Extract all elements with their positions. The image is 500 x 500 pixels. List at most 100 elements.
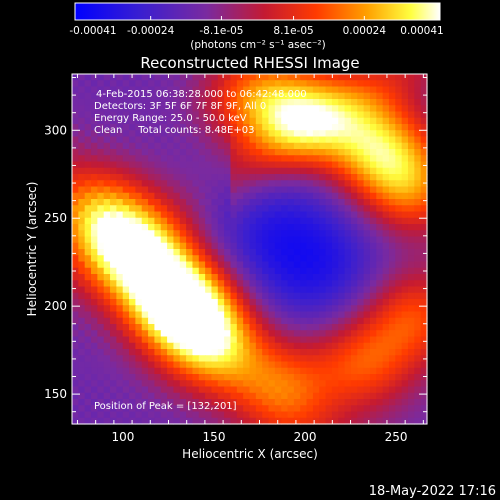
heatmap-cell xyxy=(78,349,86,356)
colorbar-tick-label: 0.00024 xyxy=(343,25,387,37)
heatmap-cell xyxy=(173,355,181,363)
heatmap-cell xyxy=(281,211,289,219)
heatmap-cell xyxy=(154,86,162,94)
heatmap-cell xyxy=(319,286,327,294)
heatmap-cell xyxy=(141,311,149,319)
heatmap-cell xyxy=(281,267,289,275)
heatmap-cell xyxy=(230,180,238,188)
heatmap-cell xyxy=(148,292,156,300)
heatmap-cell xyxy=(243,349,251,356)
heatmap-cell xyxy=(281,180,289,188)
heatmap-cell xyxy=(287,74,295,81)
heatmap-cell xyxy=(262,311,270,319)
heatmap-cell xyxy=(319,367,327,375)
heatmap-cell xyxy=(388,136,396,144)
heatmap-cell xyxy=(186,242,194,250)
heatmap-cell xyxy=(154,174,162,181)
heatmap-cell xyxy=(350,224,358,231)
heatmap-cell xyxy=(395,242,403,250)
heatmap-cell xyxy=(205,99,213,106)
heatmap-cell xyxy=(388,86,396,94)
heatmap-cell xyxy=(293,342,301,350)
heatmap-cell xyxy=(167,411,175,419)
heatmap-cell xyxy=(84,186,92,194)
heatmap-cell xyxy=(407,417,415,425)
heatmap-cell xyxy=(78,411,86,419)
heatmap-cell xyxy=(325,261,333,269)
heatmap-cell xyxy=(110,249,117,256)
heatmap-cell xyxy=(91,80,98,88)
heatmap-cell xyxy=(331,155,339,163)
heatmap-cell xyxy=(103,167,111,175)
heatmap-cell xyxy=(236,399,244,406)
heatmap-cell xyxy=(230,105,238,113)
heatmap-cell xyxy=(186,405,194,413)
heatmap-cell xyxy=(154,349,162,356)
heatmap-cell xyxy=(281,330,289,338)
heatmap-cell xyxy=(103,355,111,363)
heatmap-cell xyxy=(160,392,168,400)
heatmap-cell xyxy=(192,361,200,369)
heatmap-cell xyxy=(230,99,238,106)
heatmap-cell xyxy=(236,380,244,388)
heatmap-cell xyxy=(249,280,257,288)
heatmap-cell xyxy=(363,305,371,313)
heatmap-cell xyxy=(129,386,136,394)
heatmap-cell xyxy=(141,117,149,125)
heatmap-cell xyxy=(388,255,396,263)
heatmap-cell xyxy=(230,392,238,400)
heatmap-cell xyxy=(325,242,333,250)
heatmap-cell xyxy=(414,130,422,138)
heatmap-cell xyxy=(97,342,105,350)
heatmap-cell xyxy=(331,117,339,125)
heatmap-cell xyxy=(293,392,301,400)
heatmap-cell xyxy=(249,99,257,106)
heatmap-cell xyxy=(129,324,136,331)
heatmap-cell xyxy=(205,199,213,206)
heatmap-cell xyxy=(274,74,282,81)
heatmap-cell xyxy=(243,230,251,238)
heatmap-cell xyxy=(160,142,168,150)
heatmap-cell xyxy=(369,111,377,119)
heatmap-cell xyxy=(369,224,377,231)
heatmap-cell xyxy=(414,180,422,188)
heatmap-cell xyxy=(331,386,339,394)
heatmap-cell xyxy=(236,167,244,175)
heatmap-cell xyxy=(262,361,270,369)
heatmap-cell xyxy=(110,330,117,338)
heatmap-cell xyxy=(262,136,270,144)
heatmap-cell xyxy=(401,255,409,263)
heatmap-cell xyxy=(122,342,130,350)
heatmap-cell xyxy=(97,236,105,244)
heatmap-cell xyxy=(325,317,333,325)
heatmap-cell xyxy=(230,311,238,319)
heatmap-cell xyxy=(249,311,257,319)
heatmap-cell xyxy=(243,124,251,131)
heatmap-cell xyxy=(148,417,156,425)
heatmap-cell xyxy=(395,205,403,213)
heatmap-cell xyxy=(236,211,244,219)
heatmap-cell xyxy=(103,149,111,156)
heatmap-cell xyxy=(338,149,346,156)
heatmap-cell xyxy=(91,380,98,388)
heatmap-cell xyxy=(268,274,276,281)
heatmap-cell xyxy=(407,380,415,388)
heatmap-cell xyxy=(262,192,270,200)
heatmap-cell xyxy=(388,317,396,325)
heatmap-cell xyxy=(72,261,79,269)
heatmap-cell xyxy=(376,317,384,325)
heatmap-cell xyxy=(78,311,86,319)
colorbar-units: (photons cm⁻² s⁻¹ asec⁻²) xyxy=(190,39,325,51)
heatmap-cell xyxy=(274,99,282,106)
heatmap-cell xyxy=(205,111,213,119)
heatmap-cell xyxy=(338,155,346,163)
heatmap-cell xyxy=(167,180,175,188)
heatmap-cell xyxy=(319,80,327,88)
heatmap-cell xyxy=(186,211,194,219)
heatmap-cell xyxy=(312,292,320,300)
heatmap-cell xyxy=(350,174,358,181)
heatmap-cell xyxy=(344,342,352,350)
heatmap-cell xyxy=(141,299,149,306)
heatmap-cell xyxy=(274,299,282,306)
heatmap-cell xyxy=(300,355,308,363)
